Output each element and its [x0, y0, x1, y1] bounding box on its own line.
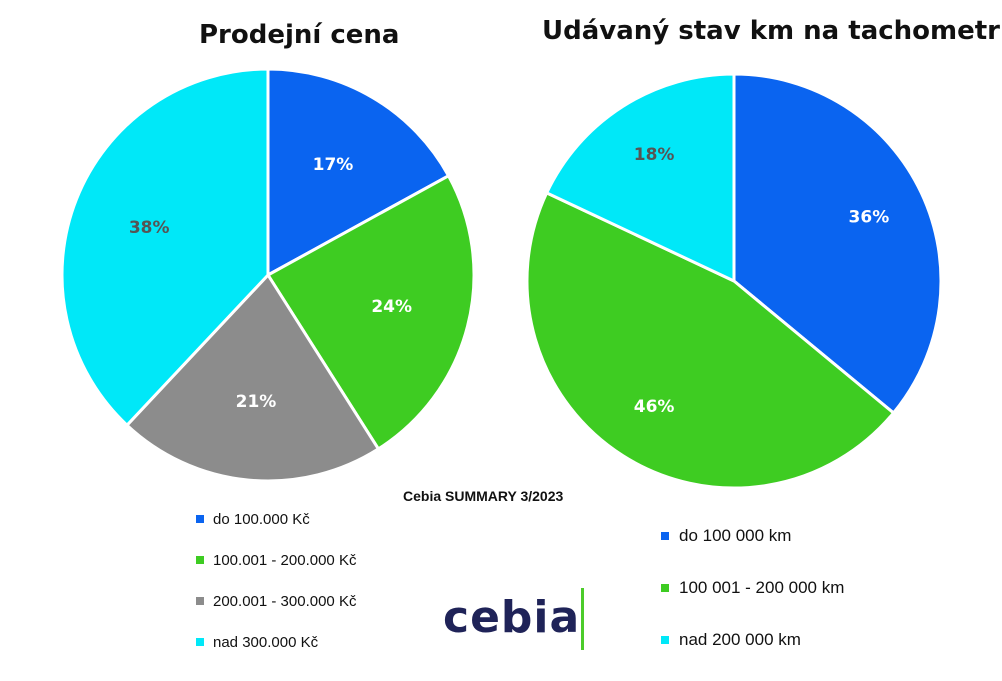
chart-title-stav-km: Udávaný stav km na tachometru	[542, 16, 1002, 46]
cebia-logo: cebia	[443, 592, 581, 643]
pie-slice-prodejni-cena-0	[266, 67, 451, 277]
legend-item: 100 001 - 200 000 km	[661, 577, 844, 599]
pie-slice-prodejni-cena-1	[266, 174, 476, 451]
legend-swatch	[661, 584, 669, 592]
legend-label: do 100 000 km	[679, 526, 792, 545]
pie-label-prodejni-cena-3: 38%	[129, 218, 170, 238]
legend-item: nad 200 000 km	[661, 629, 844, 651]
pie-slice-stav-km-1	[525, 191, 895, 490]
legend-prodejni-cena: do 100.000 Kč 100.001 - 200.000 Kč 200.001…	[196, 509, 356, 673]
pie-label-prodejni-cena-0: 17%	[313, 155, 354, 175]
legend-stav-km: do 100 000 km 100 001 - 200 000 km nad 200…	[661, 525, 844, 681]
legend-label: nad 200 000 km	[679, 630, 801, 649]
pie-label-stav-km-0: 36%	[849, 208, 890, 228]
legend-swatch	[661, 636, 669, 644]
legend-label: 100.001 - 200.000 Kč	[213, 551, 357, 569]
legend-label: 100 001 - 200 000 km	[679, 578, 845, 597]
pie-label-prodejni-cena-2: 21%	[236, 392, 277, 412]
pie-slice-prodejni-cena-3	[60, 67, 270, 427]
pie-label-stav-km-1: 46%	[634, 397, 675, 417]
legend-item: 100.001 - 200.000 Kč	[196, 550, 356, 570]
legend-item: do 100 000 km	[661, 525, 844, 547]
chart-title-prodejni-cena: Prodejní cena	[199, 20, 400, 50]
pie-label-prodejni-cena-1: 24%	[371, 297, 412, 317]
legend-label: 200.001 - 300.000 Kč	[213, 592, 357, 610]
pie-slice-stav-km-0	[732, 72, 943, 415]
legend-swatch	[196, 515, 204, 523]
legend-label: nad 300.000 Kč	[213, 633, 319, 651]
source-caption: Cebia SUMMARY 3/2023	[403, 488, 564, 504]
legend-swatch	[196, 638, 204, 646]
legend-item: nad 300.000 Kč	[196, 632, 356, 652]
legend-item: do 100.000 Kč	[196, 509, 356, 529]
legend-swatch	[196, 556, 204, 564]
pie-label-stav-km-2: 18%	[634, 145, 675, 165]
legend-label: do 100.000 Kč	[213, 510, 310, 528]
legend-item: 200.001 - 300.000 Kč	[196, 591, 356, 611]
legend-swatch	[661, 532, 669, 540]
pie-slice-stav-km-2	[545, 72, 736, 283]
legend-swatch	[196, 597, 204, 605]
pie-slice-prodejni-cena-2	[125, 273, 380, 483]
logo-accent-bar	[581, 588, 584, 650]
